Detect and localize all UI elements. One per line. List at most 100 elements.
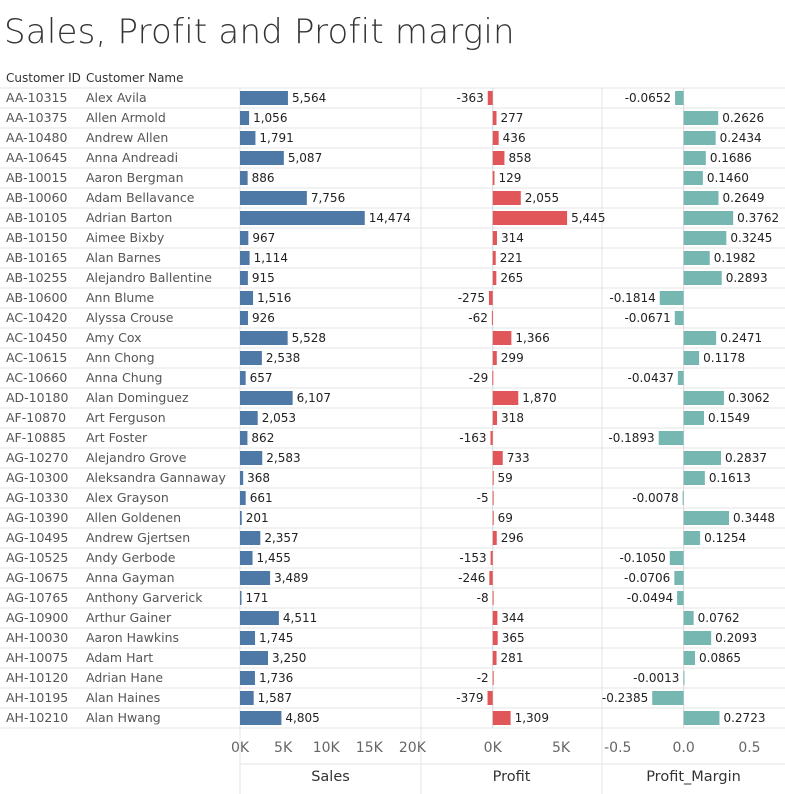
profit_margin-data-label: 0.1460 bbox=[707, 171, 749, 185]
sales-bar bbox=[240, 711, 282, 725]
profit_margin-data-label: 0.2093 bbox=[715, 631, 757, 645]
profit-data-label: 2,055 bbox=[525, 191, 559, 205]
customer-name-label: Alex Grayson bbox=[86, 490, 169, 505]
profit-data-label: -363 bbox=[457, 91, 484, 105]
profit-data-label: 296 bbox=[501, 531, 524, 545]
sales-data-label: 926 bbox=[252, 311, 275, 325]
customer-id-label: AB-10600 bbox=[6, 290, 67, 305]
profit-data-label: 5,445 bbox=[571, 211, 605, 225]
customer-name-header: Customer Name bbox=[86, 71, 184, 85]
sales-data-label: 171 bbox=[245, 591, 268, 605]
profit-data-label: 281 bbox=[501, 651, 524, 665]
profit_margin-data-label: -0.2385 bbox=[602, 691, 648, 705]
sales-bar bbox=[240, 651, 269, 665]
customer-name-label: Alex Avila bbox=[86, 90, 147, 105]
profit_margin-bar bbox=[683, 251, 710, 265]
profit_margin-data-label: 0.2893 bbox=[726, 271, 768, 285]
profit_margin-bar bbox=[683, 111, 719, 125]
sales-data-label: 2,357 bbox=[264, 531, 298, 545]
profit-bar bbox=[492, 131, 499, 145]
customer-id-label: AG-10495 bbox=[6, 530, 68, 545]
sales-bar bbox=[240, 191, 307, 205]
sales-data-label: 3,489 bbox=[274, 571, 308, 585]
profit_margin-bar bbox=[683, 471, 705, 485]
sales-data-label: 3,250 bbox=[272, 651, 306, 665]
customer-id-header: Customer ID bbox=[6, 71, 81, 85]
customer-id-label: AB-10150 bbox=[6, 230, 67, 245]
customer-id-label: AH-10210 bbox=[6, 710, 68, 725]
profit-bar bbox=[487, 691, 493, 705]
profit_margin-bar bbox=[658, 431, 684, 445]
profit-data-label: 1,870 bbox=[522, 391, 556, 405]
customer-id-label: AC-10615 bbox=[6, 350, 67, 365]
customer-name-label: Arthur Gainer bbox=[86, 610, 172, 625]
profit_margin-data-label: -0.0652 bbox=[625, 91, 671, 105]
customer-name-label: Anna Andreadi bbox=[86, 150, 178, 165]
profit_margin-bar bbox=[677, 371, 684, 385]
customer-id-label: AF-10870 bbox=[6, 410, 66, 425]
sales-data-label: 1,056 bbox=[253, 111, 287, 125]
profit_margin-data-label: 0.2649 bbox=[723, 191, 765, 205]
sales-data-label: 201 bbox=[246, 511, 269, 525]
customer-name-label: Alan Haines bbox=[86, 690, 160, 705]
customer-name-label: Andy Gerbode bbox=[86, 550, 176, 565]
profit_margin-bar bbox=[683, 671, 685, 685]
profit-bar bbox=[490, 431, 493, 445]
profit-data-label: 318 bbox=[501, 411, 524, 425]
customer-name-label: Andrew Allen bbox=[86, 130, 168, 145]
profit-bar bbox=[489, 571, 493, 585]
customer-name-label: Allen Armold bbox=[86, 110, 166, 125]
customer-name-label: Anthony Garverick bbox=[86, 590, 203, 605]
profit-data-label: -163 bbox=[459, 431, 486, 445]
profit_margin-bar bbox=[683, 171, 703, 185]
profit_margin-data-label: -0.0013 bbox=[633, 671, 679, 685]
profit_margin-bar bbox=[683, 391, 724, 405]
profit-data-label: 344 bbox=[501, 611, 524, 625]
customer-name-label: Amy Cox bbox=[86, 330, 142, 345]
profit-data-label: 365 bbox=[502, 631, 525, 645]
profit-data-label: 858 bbox=[508, 151, 531, 165]
customer-name-label: Alejandro Grove bbox=[86, 450, 187, 465]
sales-bar bbox=[240, 471, 244, 485]
profit-data-label: 1,309 bbox=[515, 711, 549, 725]
profit-bar bbox=[492, 611, 498, 625]
customer-id-label: AA-10315 bbox=[6, 90, 67, 105]
customer-id-label: AC-10660 bbox=[6, 370, 67, 385]
customer-id-label: AA-10645 bbox=[6, 150, 67, 165]
profit-data-label: -246 bbox=[458, 571, 485, 585]
sales-data-label: 1,516 bbox=[257, 291, 291, 305]
customer-name-label: Alyssa Crouse bbox=[86, 310, 174, 325]
sales-bar bbox=[240, 551, 253, 565]
profit_margin-tick-label: 0.5 bbox=[738, 740, 760, 756]
profit_margin-bar bbox=[674, 571, 684, 585]
profit-bar bbox=[492, 271, 497, 285]
customer-id-label: AA-10375 bbox=[6, 110, 67, 125]
profit_margin-data-label: 0.1982 bbox=[714, 251, 756, 265]
sales-data-label: 368 bbox=[247, 471, 270, 485]
customer-name-label: Alan Dominguez bbox=[86, 390, 189, 405]
customer-name-label: Ann Blume bbox=[86, 290, 155, 305]
sales-bar bbox=[240, 411, 258, 425]
customer-id-label: AB-10255 bbox=[6, 270, 67, 285]
profit_margin-bar bbox=[683, 631, 712, 645]
sales-data-label: 2,583 bbox=[266, 451, 300, 465]
profit-data-label: 69 bbox=[498, 511, 513, 525]
profit-data-label: -2 bbox=[477, 671, 489, 685]
customer-name-label: Anna Gayman bbox=[86, 570, 175, 585]
profit-data-label: 314 bbox=[501, 231, 524, 245]
customer-id-label: AB-10105 bbox=[6, 210, 67, 225]
sales-tick-label: 5K bbox=[274, 740, 293, 756]
sales-tick-label: 20K bbox=[399, 740, 427, 756]
profit_margin-axis-title: Profit_Margin bbox=[646, 769, 741, 785]
profit-bar bbox=[492, 671, 494, 685]
customer-id-label: AF-10885 bbox=[6, 430, 66, 445]
sales-data-label: 915 bbox=[252, 271, 275, 285]
profit_margin-bar bbox=[683, 231, 727, 245]
customer-id-label: AC-10420 bbox=[6, 310, 67, 325]
profit-bar bbox=[492, 351, 497, 365]
profit_margin-bar bbox=[683, 411, 705, 425]
profit_margin-data-label: 0.1178 bbox=[703, 351, 745, 365]
customer-id-label: AH-10120 bbox=[6, 670, 68, 685]
sales-bar bbox=[240, 671, 255, 685]
